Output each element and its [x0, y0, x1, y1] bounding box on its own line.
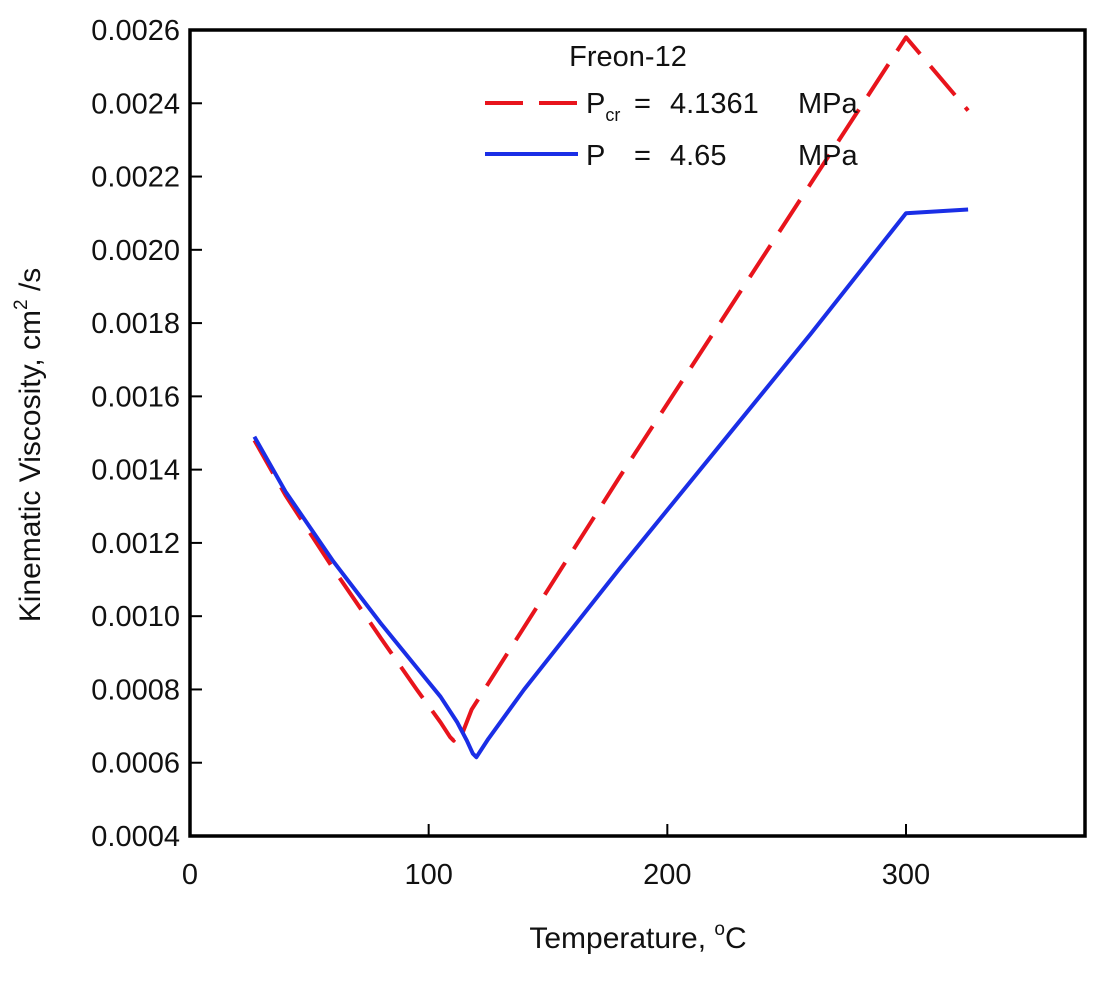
legend-unit-p: MPa [798, 140, 859, 172]
legend-symbol-p: P [586, 140, 605, 172]
y-axis-ticks: 0.0004 0.0006 0.0008 0.0010 0.0012 0.0014 0.00… [91, 15, 202, 853]
y-axis-label-text: Kinematic Viscosity, cm [14, 310, 47, 622]
x-tick-label: 200 [643, 859, 691, 891]
y-tick-label: 0.0016 [91, 381, 180, 413]
legend-eq-pcr: = [634, 88, 651, 120]
y-tick-label: 0.0008 [91, 674, 180, 706]
x-tick-label: 0 [182, 859, 198, 891]
series-layer [252, 35, 970, 760]
y-tick-label: 0.0004 [91, 821, 180, 853]
legend-subscript-pcr: cr [605, 105, 620, 125]
x-axis-label: Temperature, oC [529, 919, 746, 955]
y-axis-label: Kinematic Viscosity, cm2 /s [11, 268, 47, 623]
chart-title: Freon-12 [569, 41, 687, 73]
x-tick-label: 100 [404, 859, 452, 891]
y-tick-label: 0.0014 [91, 455, 180, 487]
x-axis-ticks: 0 100 200 300 [182, 824, 930, 891]
x-axis-label-text: Temperature, [529, 922, 714, 955]
series-line-1 [252, 207, 969, 760]
x-axis-label-suffix: C [725, 922, 747, 955]
legend-unit-pcr: MPa [798, 88, 859, 120]
series-line-0 [252, 35, 970, 743]
legend-eq-p: = [634, 140, 651, 172]
y-tick-label: 0.0024 [91, 88, 180, 120]
x-tick-label: 300 [882, 859, 930, 891]
legend-value-p: 4.65 [670, 140, 726, 172]
y-tick-label: 0.0012 [91, 528, 180, 560]
x-axis-label-sup: o [714, 919, 725, 940]
legend-symbol-pcr: P [586, 88, 605, 120]
y-tick-label: 0.0026 [91, 15, 180, 47]
plot-frame [188, 28, 1087, 838]
y-axis-label-sup: 2 [11, 299, 32, 310]
y-tick-label: 0.0018 [91, 308, 180, 340]
legend-label-pcr: Pcr = 4.1361 MPa [586, 88, 859, 125]
y-tick-label: 0.0006 [91, 748, 180, 780]
y-axis-label-suffix: /s [14, 268, 47, 300]
y-tick-label: 0.0020 [91, 235, 180, 267]
y-tick-label: 0.0010 [91, 601, 180, 633]
legend-label-p: P = 4.65 MPa [586, 140, 859, 172]
y-tick-label: 0.0022 [91, 162, 180, 194]
legend-value-pcr: 4.1361 [670, 88, 759, 120]
